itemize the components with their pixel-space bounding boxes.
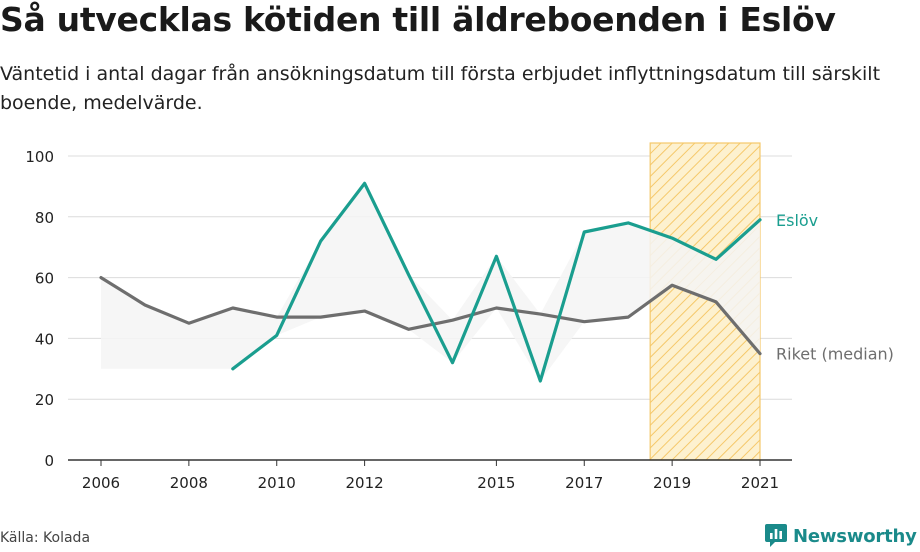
x-tick-label: 2008 <box>170 474 208 492</box>
brand-name: Newsworthy <box>793 525 917 547</box>
chart-subtitle: Väntetid i antal dagar från ansökningsda… <box>0 63 881 114</box>
y-tick-label: 100 <box>25 148 54 166</box>
series-end-label: Eslöv <box>776 211 818 230</box>
source-note: Källa: Kolada <box>0 530 91 546</box>
y-tick-label: 80 <box>35 209 54 227</box>
newsworthy-brand[interactable]: Newsworthy <box>764 521 917 551</box>
x-tick-label: 2017 <box>565 474 603 492</box>
x-tick-label: 2019 <box>653 474 691 492</box>
x-tick-label: 2012 <box>346 474 384 492</box>
series-labels: Eslöv Riket (median) <box>776 211 894 364</box>
x-tick-label: 2006 <box>82 474 120 492</box>
difference-area <box>101 183 760 381</box>
x-tick-label: 2015 <box>477 474 515 492</box>
y-tick-label: 60 <box>35 270 54 288</box>
axes: 0 20 40 60 80 100 2006 2008 2010 2012 2015 2017 2019… <box>25 148 792 492</box>
series-lines <box>99 181 762 383</box>
series-end-label: Riket (median) <box>776 345 894 364</box>
x-tick-label: 2021 <box>741 474 779 492</box>
series-line <box>231 181 762 383</box>
difference-area-shape <box>101 183 760 381</box>
x-tick-label: 2010 <box>258 474 296 492</box>
y-tick-label: 20 <box>35 391 54 409</box>
y-tick-label: 40 <box>35 330 54 348</box>
y-tick-label: 0 <box>44 452 54 470</box>
series-line <box>99 276 762 356</box>
chart-title: Så utvecklas kötiden till äldreboenden i… <box>0 0 836 39</box>
newsworthy-logo-icon <box>765 524 787 547</box>
